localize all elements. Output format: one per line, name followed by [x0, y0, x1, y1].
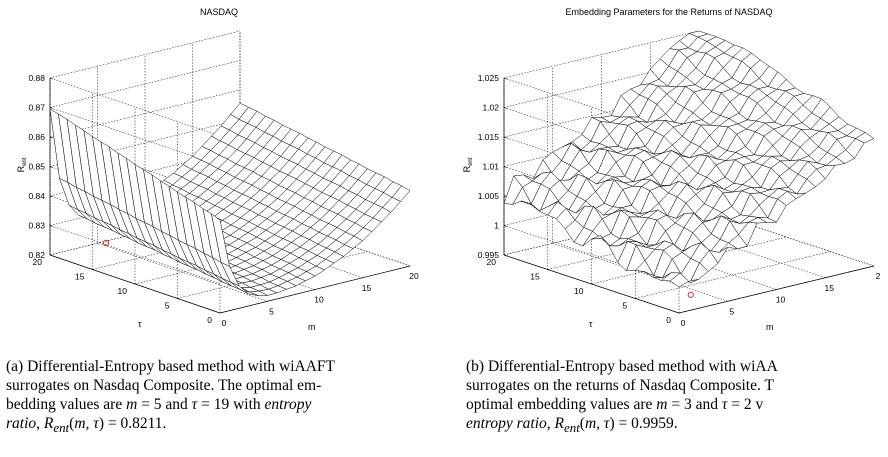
x-tick-label: 15: [362, 283, 372, 293]
y-tick-label: 15: [530, 272, 540, 282]
y-tick-label: 5: [623, 301, 628, 311]
y-tick-label: 15: [75, 272, 85, 282]
caption-b: (b) Differential-Entropy based method wi…: [466, 357, 778, 437]
y-axis-ticks: 0 5 10 15 20: [33, 257, 213, 325]
y-tick-label: 20: [487, 257, 497, 267]
x-tick-label: 10: [776, 295, 786, 305]
z-tick-label: 0.87: [28, 103, 45, 113]
z-tick-mark: [49, 136, 54, 139]
caption-a: (a) Differential-Entropy based method wi…: [6, 357, 335, 437]
z-tick-label: 1.005: [478, 191, 500, 201]
gridline: [49, 60, 241, 108]
y-axis-ticks: 0 5 10 15 20: [487, 257, 672, 325]
z-tick-label: 1: [494, 221, 499, 231]
gridline: [503, 30, 700, 79]
y-tick-label: 5: [165, 301, 170, 311]
z-tick-label: 1.02: [482, 103, 499, 113]
z-tick-mark: [503, 107, 508, 109]
z-tick-mark: [503, 166, 508, 168]
x-tick-label: 5: [269, 306, 274, 316]
caption-line: entropy ratio, Rent(m, τ) = 0.9959.: [466, 415, 678, 436]
z-tick-mark: [49, 166, 54, 168]
y-tick-label: 0: [207, 315, 212, 325]
chart-title: Embedding Parameters for the Returns of …: [565, 7, 772, 17]
caption-line: ratio, Rent(m, τ) = 0.8211.: [6, 415, 167, 436]
z-tick-mark: [49, 77, 54, 80]
z-tick-mark: [49, 107, 54, 109]
chart-title: NASDAQ: [200, 7, 238, 17]
x-tick-label: 0: [681, 318, 686, 328]
z-tick-label: 0.84: [28, 191, 45, 201]
y-tick-label: 10: [118, 286, 128, 296]
chart-nasdaq: NASDAQ 0.82 0.83 0.84 0.85 0.86 0.87 0.88 0 5 10…: [16, 7, 419, 332]
x-tick-label: 0: [222, 318, 227, 328]
z-tick-label: 1.015: [478, 132, 500, 142]
caption-line: surrogates on the returns of Nasdaq Comp…: [466, 377, 774, 394]
caption-line: optimal embedding values are m = 3 and τ…: [466, 396, 764, 413]
z-tick-mark: [503, 254, 508, 257]
z-tick-label: 0.88: [28, 73, 45, 83]
gridline: [49, 119, 241, 167]
surface-mesh: [49, 102, 411, 296]
z-tick-mark: [49, 195, 54, 198]
z-tick-mark: [49, 254, 54, 257]
y-tick-label: 0: [666, 315, 671, 325]
surface-cell: [669, 272, 690, 288]
z-tick-label: 0.82: [28, 250, 45, 260]
gridline: [49, 89, 241, 138]
caption-line: surrogates on Nasdaq Composite. The opti…: [6, 377, 322, 394]
z-axis-ticks: 0.82 0.83 0.84 0.85 0.86 0.87 0.88: [28, 73, 54, 260]
optimum-marker: [102, 239, 110, 247]
caption-line: (a) Differential-Entropy based method wi…: [6, 358, 336, 375]
z-axis-ticks: 0.995 1 1.005 1.01 1.015 1.02 1.025: [478, 73, 508, 260]
y-axis-label: τ: [589, 319, 593, 329]
optimum-marker: [687, 291, 694, 298]
z-tick-label: 0.85: [28, 162, 45, 172]
caption-line: (b) Differential-Entropy based method wi…: [466, 358, 778, 375]
axis-line: [503, 254, 680, 314]
z-tick-label: 1.01: [482, 162, 499, 172]
z-tick-label: 1.025: [478, 73, 500, 83]
caption-line: bedding values are m = 5 and τ = 19 with…: [6, 396, 312, 413]
surface-mesh: [503, 30, 875, 288]
y-axis-label: τ: [138, 319, 142, 329]
z-axis-label: Rent: [16, 157, 28, 172]
x-tick-label: 20: [409, 271, 419, 281]
axis-line: [219, 265, 411, 314]
z-tick-mark: [503, 77, 508, 80]
gridline: [552, 243, 728, 302]
x-tick-label: 5: [729, 306, 734, 316]
x-tick-label: 10: [314, 295, 324, 305]
x-axis-ticks: 0 5 10 15 2: [681, 271, 881, 328]
z-tick-mark: [503, 225, 508, 227]
y-tick-label: 10: [574, 286, 584, 296]
surface-cell: [211, 213, 230, 267]
x-axis-ticks: 0 5 10 15 20: [222, 271, 419, 328]
y-tick-label: 20: [33, 257, 43, 267]
axis-line: [678, 265, 875, 314]
z-tick-label: 0.995: [478, 250, 500, 260]
x-tick-label: 15: [825, 283, 835, 293]
z-tick-mark: [49, 225, 54, 227]
axis-line: [49, 254, 221, 314]
z-axis-label: Rent: [462, 157, 474, 172]
x-axis-label: m: [308, 322, 316, 332]
z-tick-label: 0.83: [28, 221, 45, 231]
z-tick-label: 0.86: [28, 132, 45, 142]
chart-nasdaq-returns: Embedding Parameters for the Returns of …: [462, 7, 881, 332]
z-tick-mark: [503, 136, 508, 139]
x-tick-label: 2: [876, 271, 881, 281]
gridline: [49, 30, 241, 79]
x-axis-label: m: [766, 322, 774, 332]
